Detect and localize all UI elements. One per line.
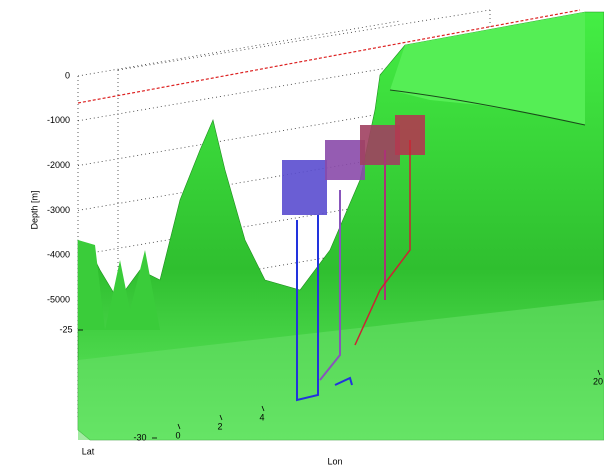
z-tick-label: -5000	[47, 294, 70, 304]
z-tick-label: -3000	[47, 205, 70, 215]
z-tick-label: -1000	[47, 115, 70, 125]
y-tick-label: -30	[133, 432, 146, 442]
x-axis-label: Lon	[327, 456, 342, 466]
grid-line	[78, 21, 400, 76]
z-tick-label: 0	[65, 70, 70, 80]
y-tick-label: -25	[59, 324, 72, 334]
x-tick-label: 0	[175, 430, 180, 440]
x-tick-label: 2	[217, 421, 222, 431]
z-tick-label: -2000	[47, 160, 70, 170]
x-tick-label: 20	[593, 376, 603, 386]
y-axis-label: Lat	[82, 446, 95, 456]
z-axis-label: Depth [m]	[29, 190, 39, 229]
grid-line	[78, 66, 400, 121]
x-tick-label: 4	[259, 412, 264, 422]
chart: Depth [m] Lon Lat 0 -1000 -2000 -3000 -4000 -…	[0, 0, 604, 470]
z-tick-label: -4000	[47, 250, 70, 260]
